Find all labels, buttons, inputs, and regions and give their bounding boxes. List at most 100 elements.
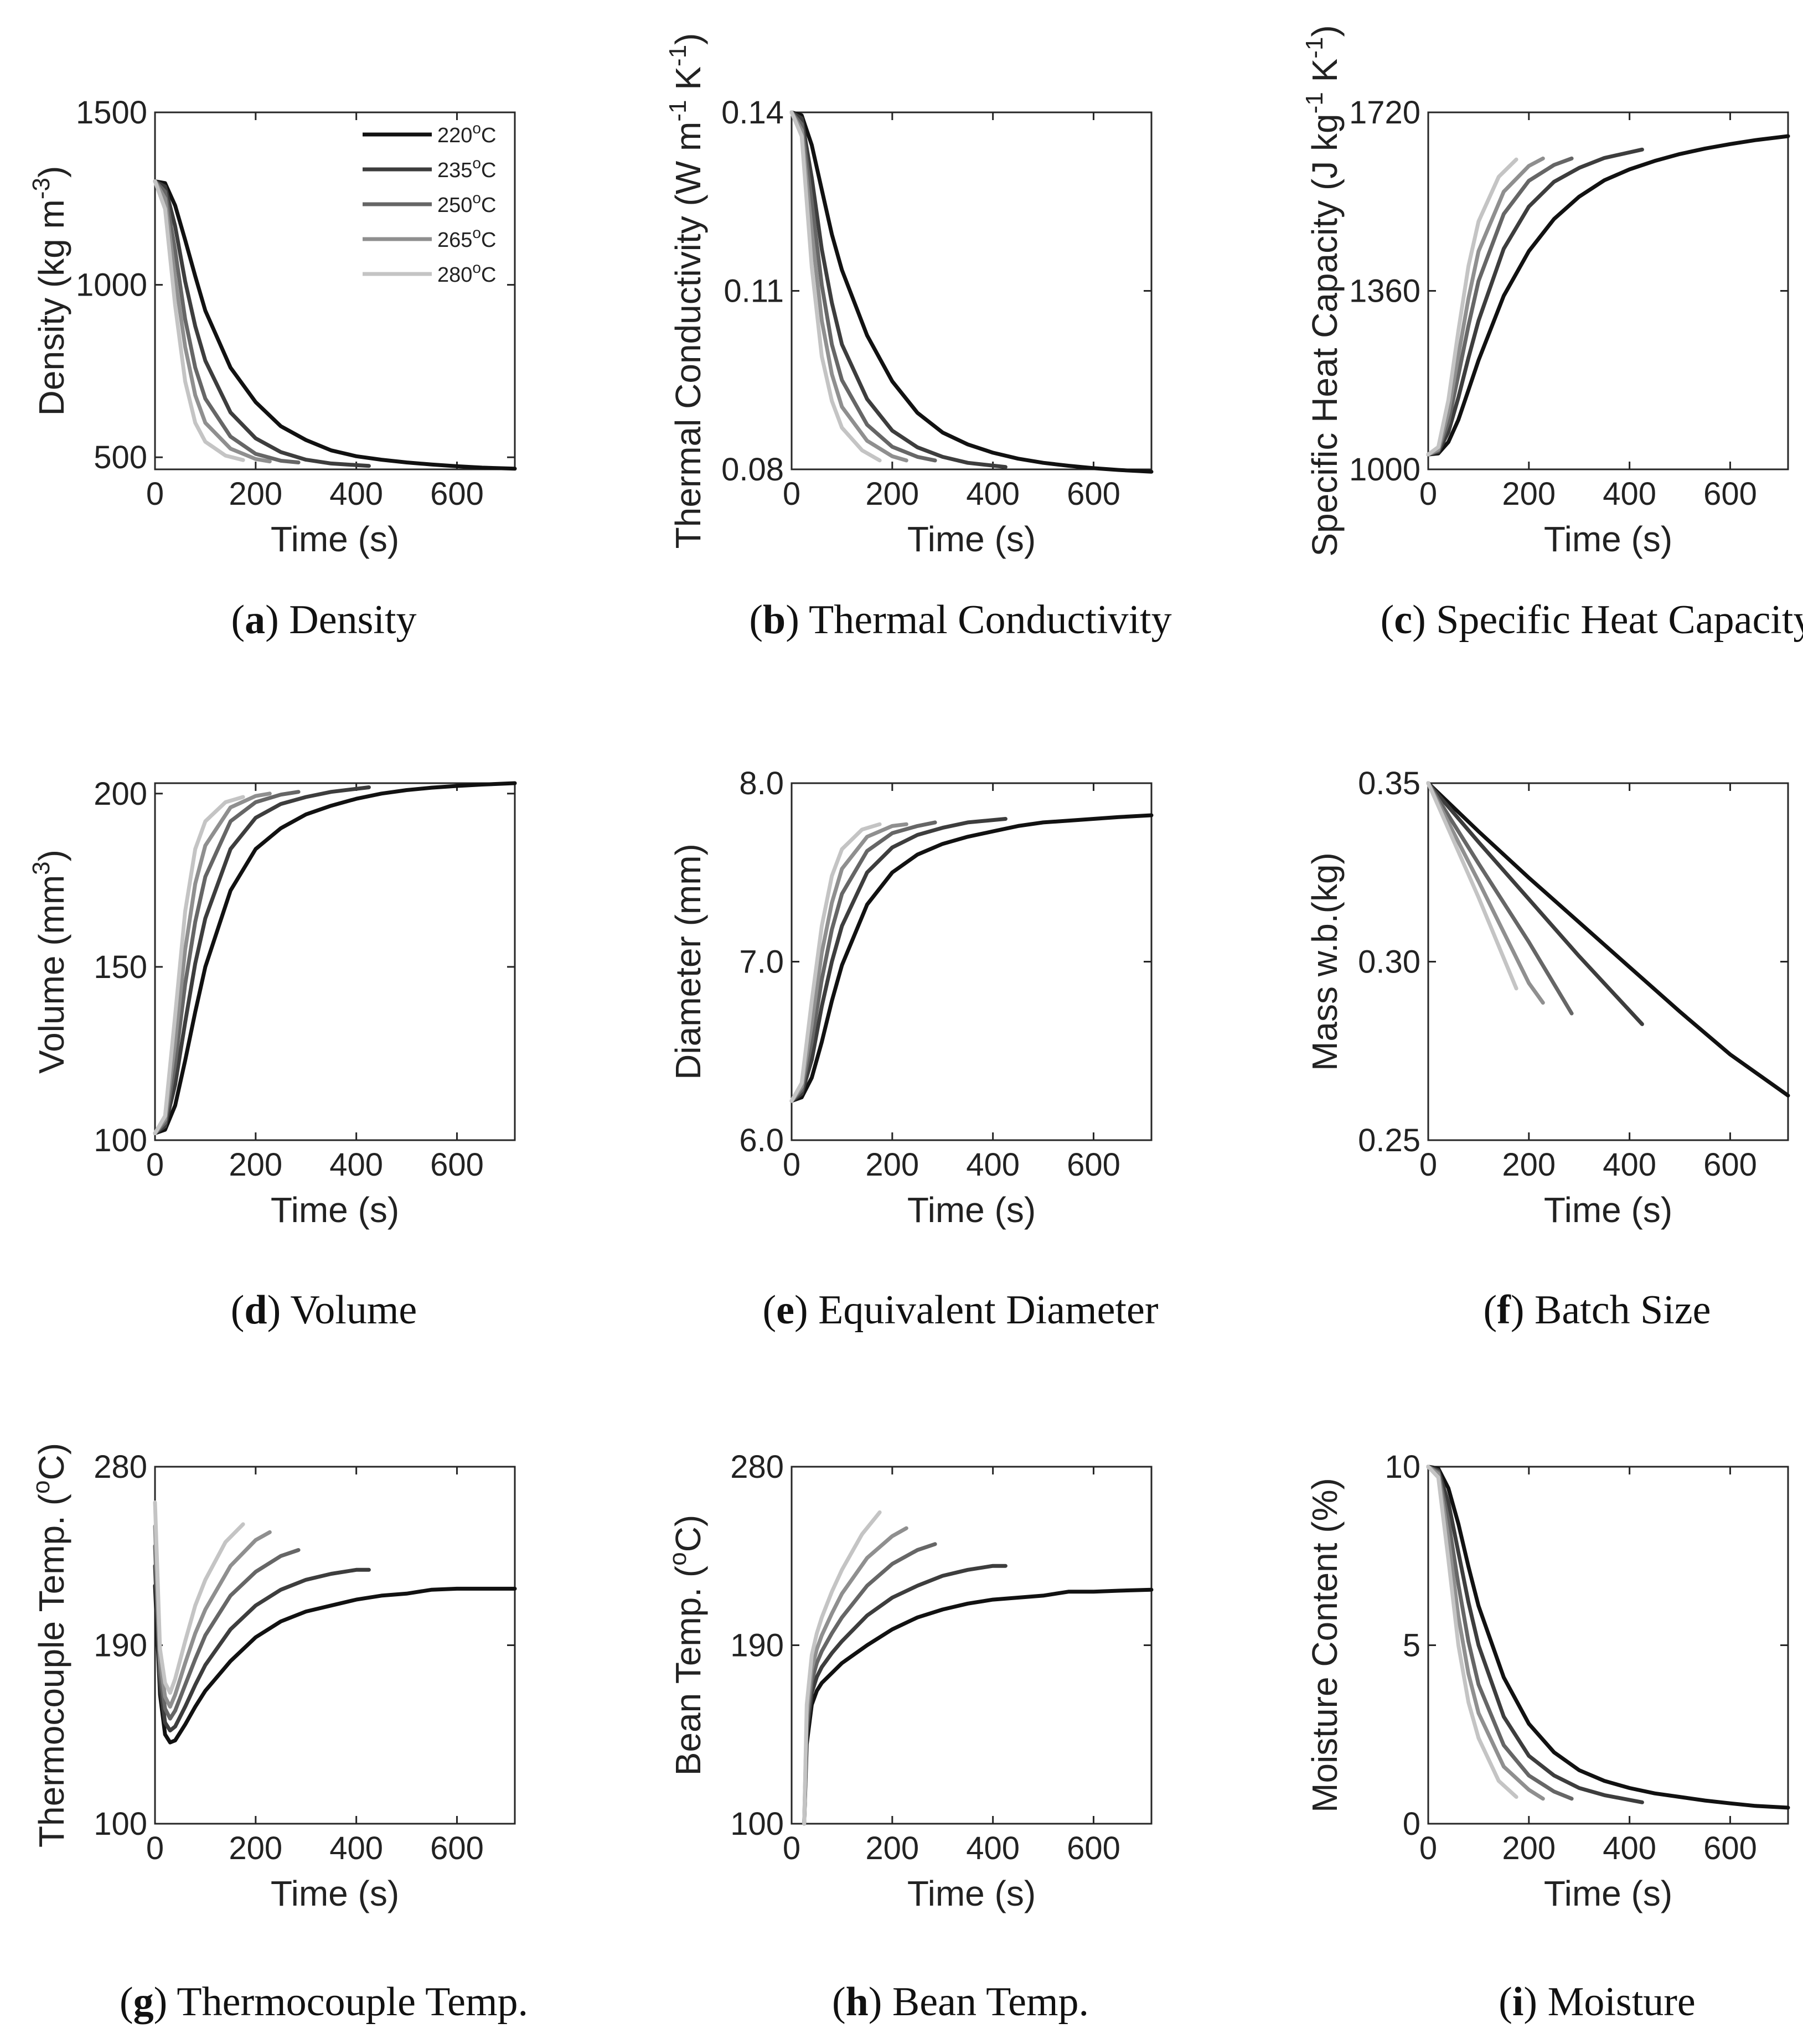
x-tick-label: 400 (329, 1147, 383, 1183)
caption-text: Density (289, 597, 417, 643)
y-label-text: C) (32, 1443, 71, 1481)
series-line-280 (789, 110, 882, 463)
y-label-text: Bean Temp. ( (668, 1566, 708, 1776)
y-axis-label: Specific Heat Capacity (J kg-1 K-1) (1301, 25, 1345, 556)
x-axis-label: Time (s) (271, 1874, 399, 1913)
series-line-220 (1426, 134, 1790, 457)
y-tick-label: 280 (94, 1449, 147, 1485)
y-tick-label: 100 (94, 1122, 147, 1158)
y-tick-label: 100 (94, 1806, 147, 1842)
axes-frame (154, 111, 516, 470)
caption-text: Moisture (1547, 1979, 1696, 2025)
x-tick-label: 200 (865, 476, 919, 512)
series-line-235 (789, 110, 1008, 469)
series-line-280 (153, 1500, 245, 1695)
series-line-280 (1426, 1465, 1518, 1799)
caption-b: (b) Thermal Conductivity (749, 597, 1172, 643)
series-line-235 (153, 179, 371, 468)
y-tick-label: 5 (1403, 1628, 1420, 1664)
legend-unit: C (481, 194, 496, 217)
series-line-235 (789, 817, 1008, 1103)
x-tick-label: 400 (329, 476, 383, 512)
y-tick-label: 0.35 (1358, 765, 1420, 801)
x-tick-label: 600 (1703, 476, 1757, 512)
caption-f: (f) Batch Size (1483, 1287, 1711, 1333)
series-line-220 (789, 110, 1154, 474)
y-label-text: Diameter (mm) (668, 844, 708, 1080)
y-tick-label: 8.0 (739, 765, 784, 801)
y-axis-label: Moisture Content (%) (1305, 1478, 1345, 1813)
legend-unit: C (481, 229, 496, 252)
series-line-280 (1426, 781, 1518, 991)
series-line-280 (153, 179, 245, 462)
y-tick-label: 1000 (76, 267, 147, 303)
x-axis-label: Time (s) (1544, 519, 1672, 559)
x-axis-label: Time (s) (1544, 1190, 1672, 1230)
caption-letter: e (776, 1287, 794, 1333)
series-line-250 (1426, 781, 1574, 1016)
caption-text: Batch Size (1534, 1287, 1711, 1333)
y-tick-label: 7.0 (739, 944, 784, 980)
x-tick-label: 400 (329, 1830, 383, 1866)
axes-frame (1427, 111, 1789, 470)
legend-degree: o (472, 154, 481, 172)
y-label-superscript: -1 (1301, 92, 1328, 113)
chart-a: 0 200 400 600 500 1000 1500 Time (s) Density (kg… (28, 95, 517, 559)
series-line-235 (1426, 1465, 1644, 1804)
caption-c: (c) Specific Heat Capacity (1320, 597, 1803, 644)
x-tick-label: 600 (1067, 476, 1120, 512)
y-label-superscript: -3 (28, 178, 55, 199)
axes-frame (791, 1466, 1153, 1825)
y-label-text: Mass w.b.(kg) (1305, 852, 1345, 1071)
caption-text: Bean Temp. (892, 1979, 1089, 2025)
y-axis-label: Diameter (mm) (668, 844, 708, 1080)
x-tick-label: 600 (1067, 1830, 1120, 1866)
y-axis-label: Density (kg m-3) (28, 166, 71, 416)
y-axis-label: Mass w.b.(kg) (1305, 852, 1345, 1071)
series-line-220 (1426, 1465, 1790, 1810)
y-tick-label: 0.30 (1358, 944, 1420, 980)
y-label-text: Moisture Content (%) (1305, 1478, 1345, 1813)
x-tick-label: 200 (229, 476, 282, 512)
chart-b: 0 200 400 600 0.08 0.11 0.14 Time (s) Thermal Co… (664, 33, 1154, 559)
y-tick-label: 500 (94, 439, 147, 475)
caption-a: (a) Density (231, 597, 417, 643)
caption-letter: b (763, 597, 786, 643)
y-axis-label: Thermal Conductivity (W m-1 K-1) (664, 33, 708, 549)
legend-label-220: 220oC (437, 120, 496, 147)
x-axis-label: Time (s) (907, 519, 1036, 559)
x-tick-label: 400 (1603, 476, 1656, 512)
legend-label-235: 235oC (437, 154, 496, 182)
x-tick-label: 600 (430, 1147, 484, 1183)
caption-letter: c (1394, 597, 1413, 643)
caption-letter: g (133, 1979, 154, 2025)
y-axis-label: Bean Temp. (oC) (664, 1515, 708, 1776)
x-tick-label: 600 (430, 1830, 484, 1866)
legend-unit: C (481, 159, 496, 182)
legend-value: 250 (437, 194, 472, 217)
legend-unit: C (481, 124, 496, 147)
caption-text: Volume (290, 1287, 417, 1333)
x-tick-label: 200 (865, 1147, 919, 1183)
series-line-280 (802, 1510, 882, 1826)
x-tick-label: 600 (430, 476, 484, 512)
x-tick-label: 0 (1419, 476, 1437, 512)
x-axis-label: Time (s) (271, 519, 399, 559)
caption-e: (e) Equivalent Diameter (762, 1287, 1159, 1333)
y-label-superscript: o (28, 1480, 55, 1493)
caption-letter: f (1497, 1287, 1511, 1333)
caption-letter: i (1512, 1979, 1524, 2025)
y-label-superscript: -1 (1301, 37, 1328, 59)
y-label-text: ) (668, 33, 708, 45)
y-label-text: Specific Heat Capacity (J kg (1305, 113, 1345, 556)
axes-frame (154, 782, 516, 1141)
legend-value: 220 (437, 124, 472, 147)
y-label-text: Density (kg m (32, 199, 71, 416)
y-label-text: Volume (mm (32, 875, 71, 1074)
caption-letter: h (845, 1979, 869, 2025)
legend-degree: o (472, 224, 481, 241)
y-tick-label: 1000 (1349, 452, 1420, 488)
x-tick-label: 200 (1502, 1147, 1556, 1183)
caption-i: (i) Moisture (1499, 1979, 1696, 2025)
